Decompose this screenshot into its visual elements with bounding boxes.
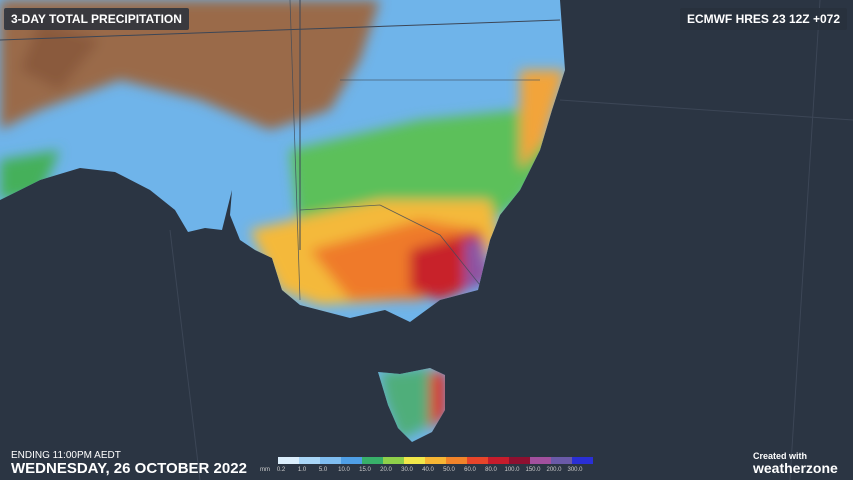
legend-swatch — [488, 457, 509, 464]
legend-label: 0.2 — [277, 467, 286, 473]
date: WEDNESDAY, 26 OCTOBER 2022 — [11, 460, 247, 477]
legend-swatch — [425, 457, 446, 464]
legend-swatch — [467, 457, 488, 464]
model-box: ECMWF HRES 23 12Z +072 — [679, 8, 847, 30]
legend-label: 1.0 — [298, 467, 307, 473]
title-box: 3-DAY TOTAL PRECIPITATION — [4, 8, 189, 30]
legend-label: 20.0 — [380, 467, 392, 473]
legend-unit: mm — [260, 467, 270, 473]
legend-bar: mm 0.2 1.0 5.0 10.0 15.0 20.0 30.0 40.0 50.0 60.0 8… — [260, 457, 593, 473]
legend-label: 30.0 — [401, 467, 413, 473]
legend-swatch — [278, 457, 299, 464]
ending-time: ENDING 11:00PM AEDT — [11, 450, 121, 461]
legend-swatch — [383, 457, 404, 464]
brand: weatherzone — [753, 460, 838, 476]
legend-swatch — [299, 457, 320, 464]
legend-swatch — [404, 457, 425, 464]
legend-label: 10.0 — [338, 467, 350, 473]
legend-label: 15.0 — [359, 467, 371, 473]
legend-swatch — [551, 457, 572, 464]
legend-swatch — [530, 457, 551, 464]
legend-label: 300.0 — [567, 467, 583, 473]
legend-label: 40.0 — [422, 467, 434, 473]
legend-label: 200.0 — [546, 467, 562, 473]
legend-label: 60.0 — [464, 467, 476, 473]
credit: Created with — [753, 451, 808, 461]
legend-label: 150.0 — [525, 467, 541, 473]
state-borders — [289, 0, 540, 301]
legend-label: 80.0 — [485, 467, 497, 473]
legend-swatch — [362, 457, 383, 464]
legend-swatch — [446, 457, 467, 464]
legend-swatch — [320, 457, 341, 464]
legend-label: 100.0 — [504, 467, 520, 473]
legend-label: 50.0 — [443, 467, 455, 473]
legend-label: 5.0 — [319, 467, 328, 473]
legend-swatch — [509, 457, 530, 464]
legend-swatch — [341, 457, 362, 464]
legend-swatch — [572, 457, 593, 464]
